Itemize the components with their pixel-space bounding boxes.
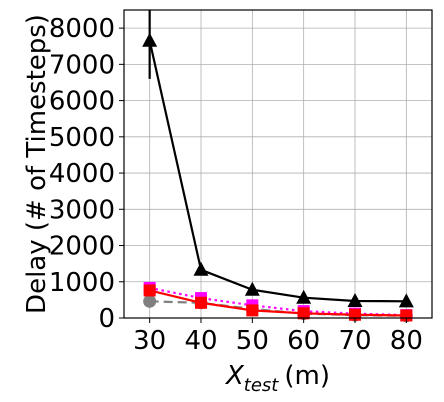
ticks: 0 1000 2000 3000 4000 5000 6000 7000 8000 30 40 50 6… [49, 14, 423, 356]
data-point [193, 261, 209, 276]
series-line [149, 286, 407, 317]
x-axis-label: Xtest (m) [224, 361, 330, 396]
x-tick-label: 60 [287, 326, 320, 356]
y-tick-label: 1000 [49, 268, 115, 298]
data-point [244, 281, 260, 296]
y-tick-label: 2000 [49, 232, 115, 262]
y-tick-label: 3000 [49, 195, 115, 225]
plot-area-frame [123, 9, 433, 319]
data-point [347, 292, 363, 307]
series-0 [142, 10, 414, 308]
data-point [398, 293, 414, 308]
x-tick-label: 70 [338, 326, 371, 356]
x-tick-label: 50 [236, 326, 269, 356]
series-line [149, 289, 407, 317]
x-axis-label-unit: (m) [284, 361, 330, 391]
y-tick-label: 0 [98, 304, 115, 334]
data-point [297, 307, 310, 320]
y-tick-label: 4000 [49, 159, 115, 189]
series-layer [142, 10, 414, 323]
y-tick-label: 5000 [49, 123, 115, 153]
data-point [246, 304, 259, 317]
x-tick-label: 40 [184, 326, 217, 356]
x-tick-label: 30 [133, 326, 166, 356]
y-tick-label: 6000 [49, 87, 115, 117]
grid [124, 10, 432, 319]
data-point [143, 294, 157, 308]
data-point [195, 296, 207, 309]
x-axis-label-subscript: test [244, 375, 280, 396]
y-tick-label: 8000 [49, 14, 115, 44]
series-3 [143, 284, 413, 322]
data-point [142, 32, 158, 47]
data-point [143, 284, 156, 297]
y-tick-label: 7000 [49, 50, 115, 80]
series-line [148, 40, 407, 303]
series-line [149, 300, 407, 317]
x-tick-label: 80 [390, 326, 423, 356]
y-axis-label: Delay (# of Timesteps) [22, 14, 52, 314]
data-point [296, 289, 312, 304]
x-axis-label-main: X [224, 361, 245, 391]
